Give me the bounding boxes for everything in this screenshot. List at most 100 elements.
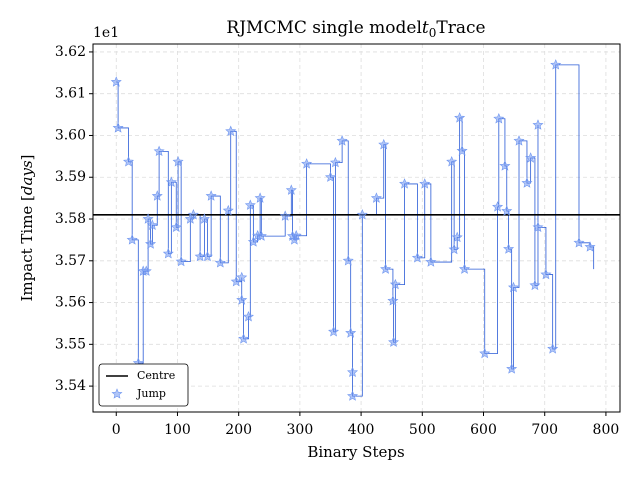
jump-marker xyxy=(411,252,423,263)
title-part: t xyxy=(422,18,429,38)
jump-marker xyxy=(242,310,254,322)
jump-marker xyxy=(425,256,437,267)
jump-marker xyxy=(399,178,411,189)
jump-marker xyxy=(345,327,357,338)
jump-marker xyxy=(547,343,559,354)
jump-marker xyxy=(380,263,392,274)
jump-marker xyxy=(513,135,525,146)
jump-marker xyxy=(336,135,348,146)
ylabel-part: days xyxy=(18,160,36,195)
x-tick-label: 700 xyxy=(531,422,558,438)
jump-marker xyxy=(205,190,217,201)
x-tick-label: 0 xyxy=(112,422,121,438)
jump-marker xyxy=(532,119,544,130)
jump-marker xyxy=(285,184,297,195)
y-tick-label: 3.62 xyxy=(55,44,86,60)
jump-marker xyxy=(356,209,368,220)
jump-marker xyxy=(342,255,354,266)
jump-marker xyxy=(492,201,504,212)
y-tick-label: 3.58 xyxy=(55,211,86,227)
jump-marker xyxy=(525,152,537,163)
y-tick-label: 3.55 xyxy=(55,336,86,352)
jump-marker xyxy=(175,255,187,267)
jump-marker xyxy=(140,265,152,276)
jump-marker xyxy=(521,177,533,188)
jump-marker xyxy=(329,156,341,168)
jump-marker xyxy=(550,59,562,70)
jump-marker xyxy=(126,234,138,245)
ylabel-part: ] xyxy=(18,155,36,161)
jump-marker xyxy=(112,122,124,133)
jump-marker xyxy=(172,156,184,167)
title-part: 0 xyxy=(429,26,437,40)
jump-marker xyxy=(145,238,157,249)
jump-marker xyxy=(279,210,291,221)
jump-marker xyxy=(370,192,382,203)
y-offset: 1e1 xyxy=(93,25,119,41)
y-tick-label: 3.57 xyxy=(55,253,86,269)
jump-marker xyxy=(324,171,336,182)
x-tick-label: 300 xyxy=(287,422,314,438)
jump-marker xyxy=(301,158,313,169)
jump-marker xyxy=(222,204,234,216)
jump-marker xyxy=(123,156,135,167)
title-part: Trace xyxy=(436,18,485,38)
y-tick-label: 3.56 xyxy=(55,295,86,311)
jump-marker xyxy=(255,230,267,241)
jump-marker xyxy=(446,156,458,167)
jump-marker xyxy=(378,138,390,150)
jump-marker xyxy=(244,199,256,210)
jump-marker xyxy=(507,281,519,293)
jump-marker xyxy=(387,295,399,306)
x-tick-label: 100 xyxy=(164,422,191,438)
legend-jump-swatch xyxy=(111,388,123,399)
jump-marker xyxy=(388,336,400,347)
jump-marker xyxy=(236,294,248,305)
jump-marker xyxy=(493,112,505,124)
jump-marker xyxy=(162,247,174,259)
legend-box xyxy=(98,363,189,407)
jump-marker xyxy=(142,213,154,224)
jump-marker xyxy=(254,192,266,203)
x-tick-label: 800 xyxy=(593,422,620,438)
jump-marker xyxy=(573,237,585,248)
jump-marker xyxy=(201,250,213,262)
jump-marker xyxy=(419,178,431,189)
jump-marker xyxy=(499,160,511,171)
x-tick-label: 200 xyxy=(225,422,252,438)
jump-marker xyxy=(328,326,340,337)
y-tick-label: 3.59 xyxy=(55,169,86,185)
title-part: RJMCMC single model xyxy=(226,18,421,38)
jump-marker xyxy=(584,241,596,252)
jump-marker xyxy=(501,205,513,216)
jump-marker xyxy=(198,213,210,224)
x-tick-label: 500 xyxy=(409,422,436,438)
legend-label: Centre xyxy=(137,369,175,382)
jump-marker xyxy=(170,221,182,233)
y-tick-label: 3.54 xyxy=(55,378,86,394)
x-tick-label: 600 xyxy=(470,422,497,438)
jump-marker xyxy=(540,268,552,280)
jump-marker xyxy=(448,243,460,255)
jump-marker xyxy=(532,221,544,233)
jump-marker xyxy=(459,263,471,274)
jump-marker xyxy=(529,279,541,291)
jump-marker xyxy=(238,333,250,344)
jump-marker xyxy=(151,190,163,201)
jump-marker xyxy=(347,390,359,401)
jump-marker xyxy=(165,176,177,187)
jump-marker xyxy=(214,257,226,268)
jump-marker xyxy=(506,363,518,374)
plot-frame xyxy=(92,43,621,413)
jump-marker xyxy=(187,209,199,220)
jump-marker xyxy=(479,347,491,359)
chart-title: RJMCMC single modelt0Trace xyxy=(226,18,485,40)
jump-marker xyxy=(236,271,248,283)
x-axis-label: Binary Steps xyxy=(307,443,404,461)
jump-marker xyxy=(146,219,158,230)
jump-marker xyxy=(503,243,515,254)
jump-marker xyxy=(247,236,259,247)
y-tick-label: 3.61 xyxy=(55,86,86,102)
